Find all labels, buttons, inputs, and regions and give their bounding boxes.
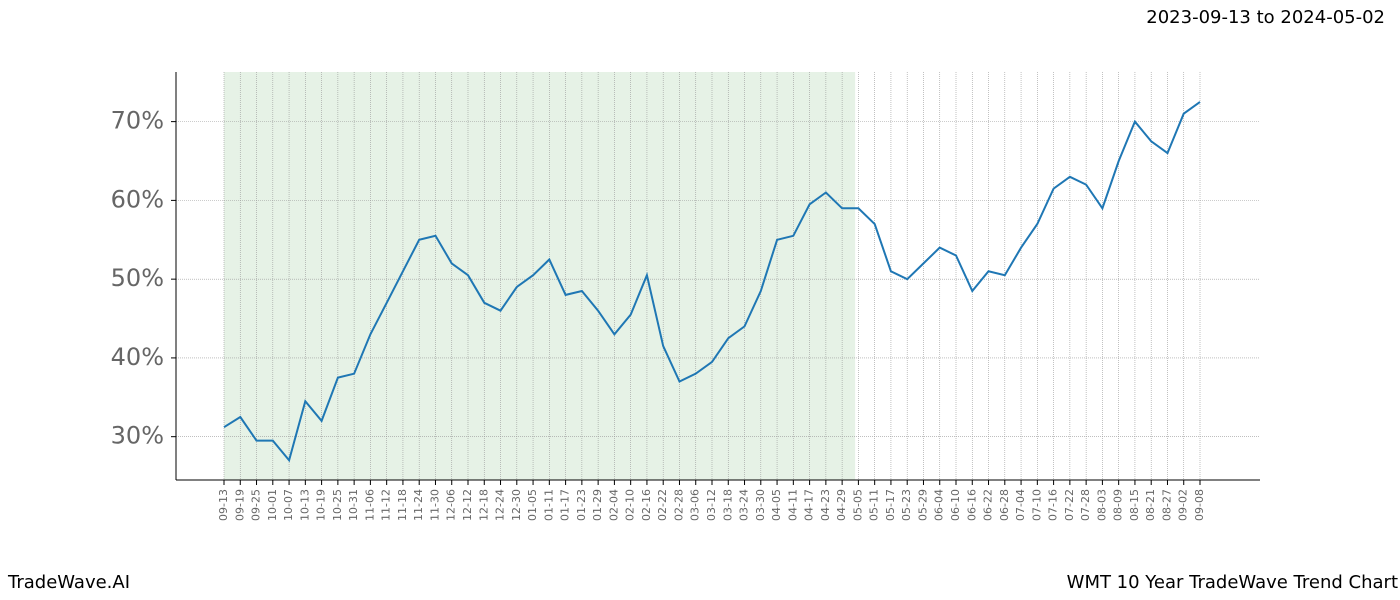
x-tick-label: 04-11: [786, 489, 799, 521]
x-tick-label: 10-19: [315, 489, 328, 521]
y-tick-label: 70%: [111, 107, 164, 135]
footer-right: WMT 10 Year TradeWave Trend Chart: [1067, 572, 1398, 593]
x-tick-label: 09-25: [250, 489, 263, 521]
x-tick-label: 08-03: [1095, 489, 1108, 521]
x-tick-label: 02-04: [607, 489, 620, 521]
x-tick-label: 02-10: [624, 489, 637, 521]
y-tick-label: 30%: [111, 422, 164, 450]
x-tick-label: 06-28: [998, 489, 1011, 521]
x-tick-label: 10-13: [298, 489, 311, 521]
x-tick-label: 01-11: [542, 489, 555, 521]
x-tick-label: 05-05: [851, 489, 864, 521]
x-tick-label: 08-15: [1128, 489, 1141, 521]
x-tick-label: 11-18: [396, 489, 409, 521]
x-tick-label: 01-23: [575, 489, 588, 521]
x-tick-label: 02-16: [640, 489, 653, 521]
x-tick-label: 04-23: [819, 489, 832, 521]
x-tick-label: 09-13: [217, 489, 230, 521]
x-tick-label: 12-30: [510, 489, 523, 521]
x-tick-label: 05-23: [900, 489, 913, 521]
x-tick-label: 12-06: [445, 489, 458, 521]
x-tick-label: 08-09: [1112, 489, 1125, 521]
highlight-window: [224, 72, 856, 480]
x-tick-label: 07-16: [1047, 489, 1060, 521]
x-tick-label: 07-10: [1030, 489, 1043, 521]
x-tick-label: 07-28: [1079, 489, 1092, 521]
x-tick-label: 09-19: [233, 489, 246, 521]
trend-line: [223, 101, 1201, 463]
x-tick-label: 12-18: [477, 489, 490, 521]
chart-title: 2023-09-13 to 2024-05-02: [1146, 7, 1385, 28]
x-tick-label: 12-24: [494, 489, 507, 521]
x-tick-label: 03-06: [689, 489, 702, 521]
x-tick-label: 01-05: [526, 489, 539, 521]
x-tick-label: 02-22: [656, 489, 669, 521]
x-tick-label: 03-18: [721, 489, 734, 521]
x-tick-label: 10-25: [331, 489, 344, 521]
x-tick-label: 06-04: [933, 489, 946, 521]
x-tick-label: 04-17: [803, 489, 816, 521]
x-tick-label: 08-21: [1144, 489, 1157, 521]
x-tick-label: 08-27: [1160, 489, 1173, 521]
x-tick-label: 04-05: [770, 489, 783, 521]
x-tick-label: 05-11: [868, 489, 881, 521]
x-tick-label: 02-28: [672, 489, 685, 521]
x-tick-label: 07-04: [1014, 489, 1027, 521]
x-tick-label: 10-07: [282, 489, 295, 521]
x-tick-label: 10-31: [347, 489, 360, 521]
x-tick-label: 05-29: [916, 489, 929, 521]
x-tick-label: 03-24: [738, 489, 751, 521]
x-tick-label: 01-17: [559, 489, 572, 521]
x-tick-label: 09-08: [1193, 489, 1206, 521]
x-tick-label: 07-22: [1063, 489, 1076, 521]
x-tick-label: 01-29: [591, 489, 604, 521]
x-tick-label: 11-30: [428, 489, 441, 521]
x-tick-label: 12-12: [461, 489, 474, 521]
x-tick-label: 03-12: [705, 489, 718, 521]
y-tick-label: 40%: [111, 343, 164, 371]
x-tick-label: 05-17: [884, 489, 897, 521]
y-tick-label: 50%: [111, 264, 164, 292]
x-tick-label: 06-22: [982, 489, 995, 521]
x-tick-label: 11-12: [380, 489, 393, 521]
x-tick-label: 06-10: [949, 489, 962, 521]
x-tick-label: 11-24: [412, 489, 425, 521]
x-tick-label: 04-29: [835, 489, 848, 521]
x-tick-label: 11-06: [363, 489, 376, 521]
x-tick-label: 10-01: [266, 489, 279, 521]
footer-left: TradeWave.AI: [7, 572, 130, 593]
x-tick-label: 09-02: [1177, 489, 1190, 521]
y-tick-label: 60%: [111, 185, 164, 213]
x-tick-label: 06-16: [965, 489, 978, 521]
x-tick-label: 03-30: [754, 489, 767, 521]
